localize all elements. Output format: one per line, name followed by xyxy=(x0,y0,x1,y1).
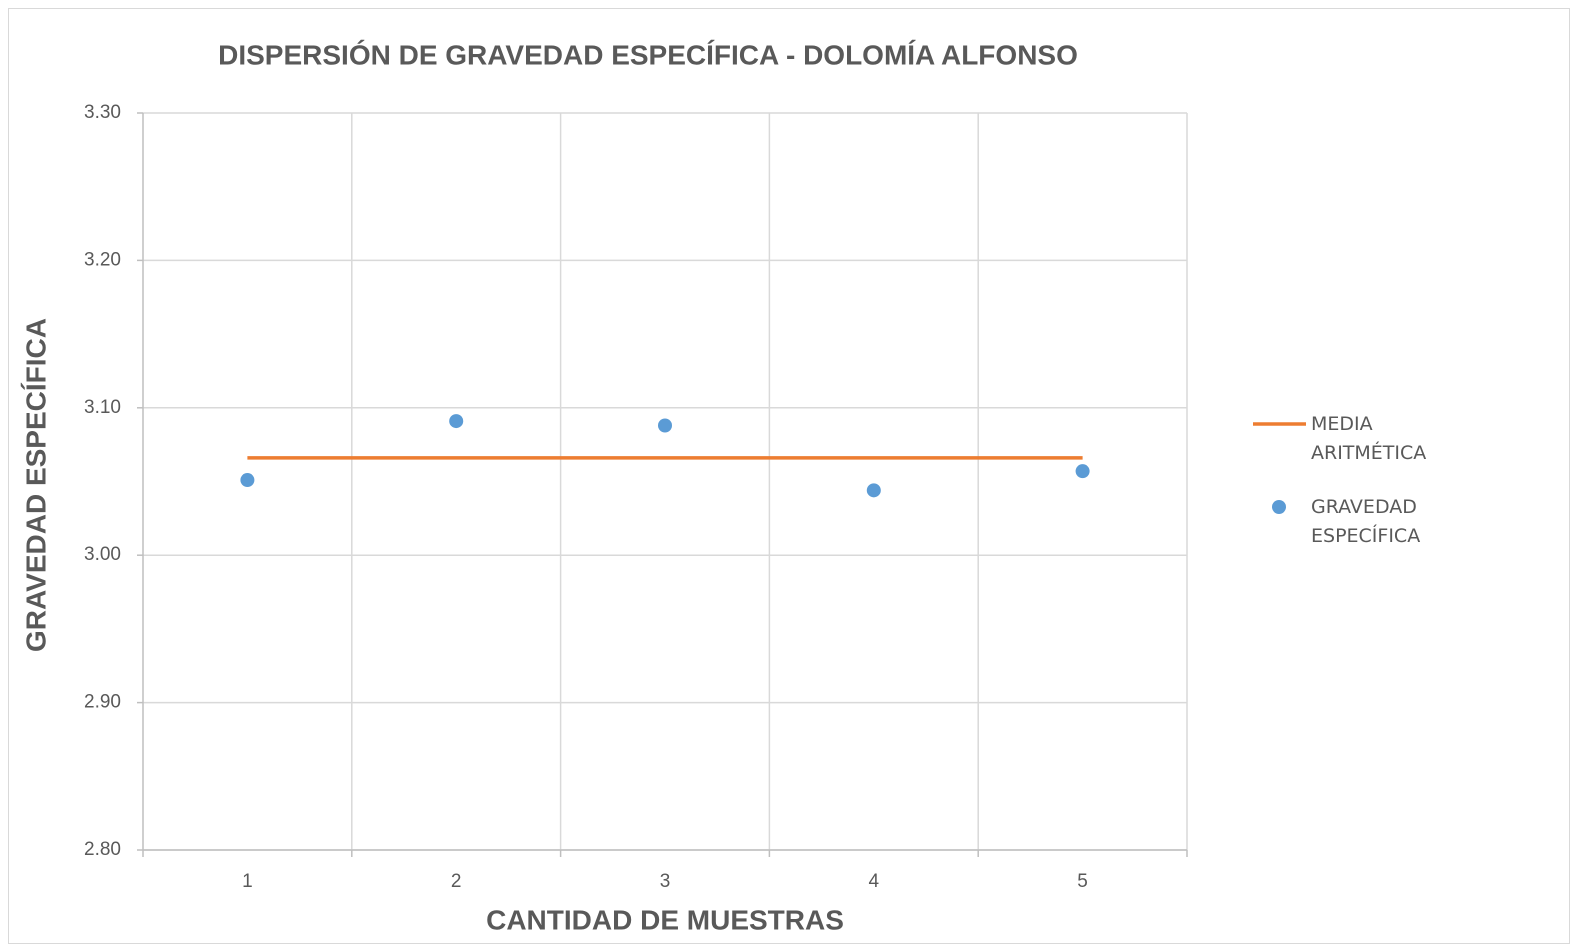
x-tick-label: 1 xyxy=(242,871,253,892)
y-tick-label: 3.00 xyxy=(84,544,121,565)
y-tick-label: 3.10 xyxy=(84,397,121,418)
data-point xyxy=(240,473,255,488)
legend-label: MEDIA ARITMÉTICA xyxy=(1311,413,1426,464)
y-tick-label: 2.90 xyxy=(84,692,121,713)
legend-label-line: ESPECÍFICA xyxy=(1311,524,1420,547)
data-point xyxy=(1075,464,1090,479)
data-point xyxy=(866,483,881,498)
legend-label-line: MEDIA xyxy=(1311,413,1373,435)
y-tick-label: 3.20 xyxy=(84,249,121,270)
legend-label: GRAVEDAD ESPECÍFICA xyxy=(1311,496,1420,547)
y-axis-label: GRAVEDAD ESPECÍFICA xyxy=(20,318,51,652)
chart-frame xyxy=(8,8,1570,944)
y-tick-label: 2.80 xyxy=(84,839,121,860)
y-tick-label: 3.30 xyxy=(84,102,121,123)
data-point xyxy=(658,418,672,433)
legend-marker xyxy=(1272,500,1286,514)
legend-label-line: GRAVEDAD xyxy=(1311,496,1417,518)
x-tick-label: 5 xyxy=(1077,871,1088,892)
x-tick-label: 4 xyxy=(869,871,880,892)
x-tick-label: 2 xyxy=(451,871,462,892)
data-point xyxy=(449,414,464,429)
x-axis-label: CANTIDAD DE MUESTRAS xyxy=(486,904,844,935)
chart-title: DISPERSIÓN DE GRAVEDAD ESPECÍFICA - DOLO… xyxy=(218,39,1078,70)
x-tick-label: 3 xyxy=(660,871,671,892)
legend-label-line: ARITMÉTICA xyxy=(1311,441,1426,464)
